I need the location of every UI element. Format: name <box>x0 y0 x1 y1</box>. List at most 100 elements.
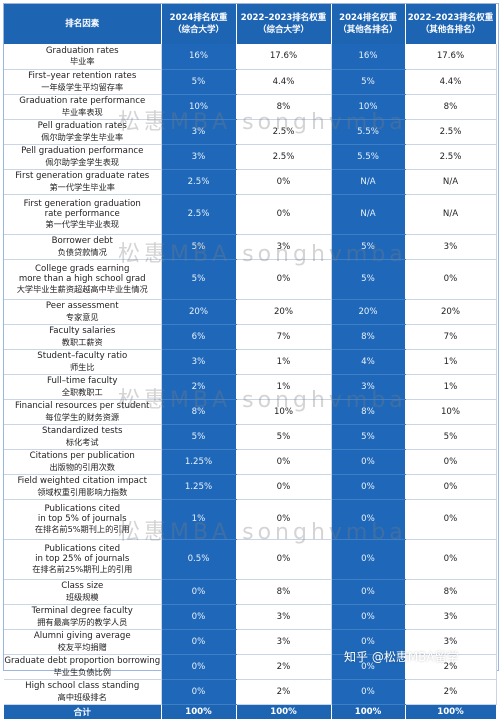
factor-english: Student–faculty ratio <box>37 351 128 362</box>
weight-cell: 0% <box>405 449 497 475</box>
weight-cell: 0% <box>405 474 497 500</box>
table-row: Alumni giving average 校友平均捐赠 0% 3% 0% 3% <box>4 629 497 655</box>
weight-cell: 2% <box>161 374 237 400</box>
weight-cell: 2% <box>405 679 497 705</box>
weight-cell: 0% <box>236 474 332 500</box>
factor-chinese: 班级规模 <box>65 591 99 602</box>
weight-cell: 5% <box>161 234 237 260</box>
factor-english: Graduation rate performance <box>19 96 146 107</box>
weight-cell: 16% <box>161 44 237 70</box>
weight-cell: 20% <box>161 299 237 325</box>
weight-cell: 1% <box>161 499 237 540</box>
weight-cell: 0% <box>405 499 497 540</box>
factor-english: Faculty salaries <box>49 326 116 337</box>
weight-cell: 4.4% <box>405 69 497 95</box>
weight-cell: 6% <box>161 324 237 350</box>
factor-label: Field weighted citation impact 领域权重引用影响力指… <box>4 474 162 500</box>
table-row: Pell graduation rates 佩尔助学金学生毕业率 3% 2.5% 5.5… <box>4 119 497 145</box>
factor-label: High school class standing 高中班级排名 <box>4 679 162 705</box>
factor-english: in top 5% of journals <box>37 514 127 524</box>
weight-cell: 0% <box>161 629 237 655</box>
weight-cell: 0% <box>405 259 497 300</box>
factor-label: Citations per publication 出版物的引用次数 <box>4 449 162 475</box>
factor-label: Graduation rate performance 毕业率表现 <box>4 94 162 120</box>
weight-cell: 20% <box>236 299 332 325</box>
table-row: Terminal degree faculty 拥有最高学历的教学人员 0% 3% 0%… <box>4 604 497 630</box>
factor-chinese: 拥有最高学历的教学人员 <box>37 616 128 627</box>
weight-cell: 0% <box>331 474 406 500</box>
factor-english: rate performance <box>44 209 120 219</box>
weight-cell: 5% <box>161 69 237 95</box>
factor-label: Class size 班级规模 <box>4 579 162 605</box>
weight-cell: 1% <box>236 349 332 375</box>
factor-label: Pell graduation performance 佩尔助学金学生表现 <box>4 144 162 170</box>
factor-label: First generation graduation rate performa… <box>4 194 162 235</box>
factor-english: Full–time faculty <box>47 376 118 387</box>
factor-chinese: 在排名前5%期刊上的引用 <box>34 524 130 535</box>
table-row: High school class standing 高中班级排名 0% 2% 0% 2% <box>4 679 497 705</box>
table-row: Graduation rates 毕业率 16% 17.6% 16% 17.6% <box>4 44 497 70</box>
table-row: First–year retention rates 一年级学生平均留存率 5% 4.… <box>4 69 497 95</box>
weight-cell: 0% <box>331 604 406 630</box>
factor-english: College grads earning <box>35 263 130 274</box>
weight-cell: N/A <box>405 169 497 195</box>
weight-cell: 10% <box>331 94 406 120</box>
weight-cell: 8% <box>331 324 406 350</box>
weight-cell: 1% <box>405 349 497 375</box>
factor-chinese: 标化考试 <box>65 436 99 447</box>
table-row: First generation graduate rates 第一代学生毕业率 2… <box>4 169 497 195</box>
weight-cell: 3% <box>236 604 332 630</box>
total-row: 合计 100% 100% 100% 100% <box>4 704 497 719</box>
weight-cell: 5% <box>161 424 237 450</box>
weight-cell: 5.5% <box>331 144 406 170</box>
weight-cell: 0% <box>236 449 332 475</box>
weight-cell: 1.25% <box>161 474 237 500</box>
weight-cell: 0% <box>236 194 332 235</box>
header-2024-other: 2024排名权重 （其他各排名） <box>331 4 406 44</box>
weight-cell: 3% <box>331 374 406 400</box>
weight-cell: 2% <box>236 679 332 705</box>
factor-chinese: 领域权重引用影响力指数 <box>37 486 128 497</box>
factor-chinese: 大学毕业生薪资超越高中毕业生情况 <box>16 284 148 295</box>
weight-cell: 17.6% <box>405 44 497 70</box>
weight-cell: 3% <box>236 629 332 655</box>
table-row: Publications cited in top 5% of journals 在… <box>4 499 497 540</box>
weight-cell: 8% <box>331 399 406 425</box>
table-row: Student–faculty ratio 师生比 3% 1% 4% 1% <box>4 349 497 375</box>
factor-label: Publications cited in top 5% of journals 在… <box>4 499 162 540</box>
weight-cell: 1% <box>405 374 497 400</box>
header-2022-other: 2022–2023排名权重 （其他各排名） <box>405 4 497 44</box>
factor-chinese: 在排名前25%期刊上的引用 <box>32 564 133 575</box>
factor-english: in top 25% of journals <box>35 554 130 564</box>
factor-english: Terminal degree faculty <box>31 606 133 617</box>
factor-chinese: 佩尔助学金学生毕业率 <box>41 131 124 142</box>
factor-chinese: 出版物的引用次数 <box>49 461 115 472</box>
weight-cell: 8% <box>236 94 332 120</box>
factor-label: Borrower debt 负债贷款情况 <box>4 234 162 260</box>
factor-chinese: 教职工薪资 <box>61 336 103 347</box>
total-cell: 100% <box>161 704 237 719</box>
factor-english: Graduation rates <box>45 46 119 56</box>
weight-cell: 8% <box>161 399 237 425</box>
table-row: College grads earning more than a high sc… <box>4 259 497 300</box>
factor-label: Pell graduation rates 佩尔助学金学生毕业率 <box>4 119 162 145</box>
corner-watermark: 知乎 @松惠MBA留学 <box>344 650 459 664</box>
weight-cell: 2.5% <box>236 144 332 170</box>
weight-cell: 5% <box>331 69 406 95</box>
factor-english: Borrower debt <box>51 236 113 247</box>
weight-cell: 17.6% <box>236 44 332 70</box>
factor-chinese: 每位学生的财务资源 <box>45 411 120 422</box>
table-row: Citations per publication 出版物的引用次数 1.25% 0%… <box>4 449 497 475</box>
factor-english: Standardized tests <box>42 426 123 437</box>
weight-cell: 0% <box>161 579 237 605</box>
weight-cell: 4% <box>331 349 406 375</box>
table-row: Financial resources per student 每位学生的财务资源… <box>4 399 497 425</box>
total-cell: 100% <box>236 704 332 719</box>
weight-cell: 3% <box>405 629 497 655</box>
weight-cell: 8% <box>405 579 497 605</box>
header-2022-universities: 2022–2023排名权重 （综合大学） <box>236 4 332 44</box>
weight-cell: 0% <box>161 604 237 630</box>
weights-table: 排名因素 2024排名权重 （综合大学） 2022–2023排名权重 （综合大学） … <box>4 4 497 719</box>
factor-english: Peer assessment <box>45 301 119 312</box>
table-row: First generation graduation rate performa… <box>4 194 497 235</box>
